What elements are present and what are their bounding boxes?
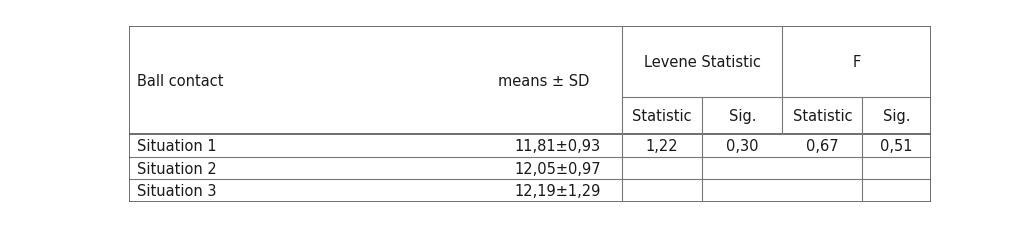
Text: 1,22: 1,22 xyxy=(646,139,678,153)
Text: Situation 3: Situation 3 xyxy=(138,183,217,198)
Text: Levene Statistic: Levene Statistic xyxy=(644,55,761,70)
Text: 0,51: 0,51 xyxy=(880,139,913,153)
Text: Statistic: Statistic xyxy=(633,109,692,123)
Text: Situation 1: Situation 1 xyxy=(138,139,217,153)
Text: Sig.: Sig. xyxy=(883,109,910,123)
Text: F: F xyxy=(852,55,860,70)
Text: Statistic: Statistic xyxy=(793,109,852,123)
Text: Ball contact: Ball contact xyxy=(138,74,223,89)
Text: Sig.: Sig. xyxy=(729,109,756,123)
Text: 0,67: 0,67 xyxy=(807,139,839,153)
Text: Situation 2: Situation 2 xyxy=(138,161,217,176)
Text: means ± SD: means ± SD xyxy=(498,74,589,89)
Text: 0,30: 0,30 xyxy=(726,139,759,153)
Text: 11,81±0,93: 11,81±0,93 xyxy=(515,139,601,153)
Text: 12,05±0,97: 12,05±0,97 xyxy=(515,161,602,176)
Text: 12,19±1,29: 12,19±1,29 xyxy=(515,183,601,198)
